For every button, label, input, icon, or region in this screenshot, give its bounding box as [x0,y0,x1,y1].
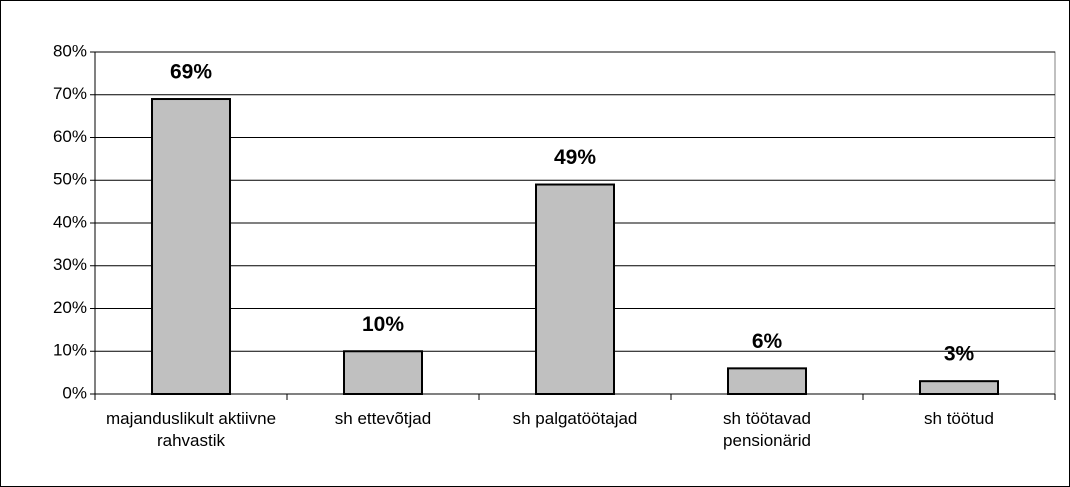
x-tick-label: majanduslikult aktiivne rahvastik [105,409,277,450]
y-tick-label: 60% [53,127,87,146]
bar [727,367,807,396]
y-tick-label: 70% [53,84,87,103]
bar [535,183,615,395]
y-tick-label: 20% [53,298,87,317]
y-tick-label: 10% [53,341,87,360]
bar [343,350,423,395]
bar [919,380,999,395]
y-tick-label: 80% [53,41,87,60]
value-label: 49% [554,146,596,169]
y-tick-label: 0% [62,383,87,402]
value-label: 10% [362,313,404,336]
x-tick-label: sh töötud [924,409,994,428]
x-tick-label: sh palgatöötajad [512,409,638,428]
value-label: 3% [944,343,975,366]
y-tick-label: 50% [53,170,87,189]
y-tick-label: 30% [53,255,87,274]
x-tick-label: sh ettevõtjad [334,409,432,428]
x-tick-label: sh töötavad pensionärid [723,409,811,450]
value-label: 6% [752,330,783,353]
bar [151,98,231,396]
y-tick-label: 40% [53,212,87,231]
value-label: 69% [170,61,212,84]
